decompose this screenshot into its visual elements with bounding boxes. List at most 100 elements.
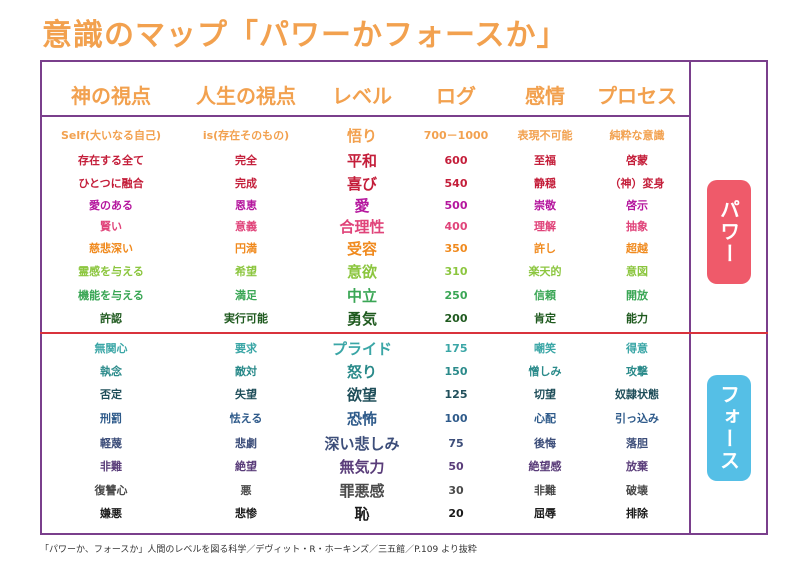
header-log: ログ bbox=[436, 84, 476, 108]
life-view-cell: 絶望 bbox=[235, 460, 257, 473]
emotion-cell: 憎しみ bbox=[528, 365, 562, 378]
emotion-cell: 理解 bbox=[534, 220, 556, 233]
process-cell: 啓蒙 bbox=[626, 154, 648, 167]
god-view-cell: 復讐心 bbox=[94, 484, 128, 497]
log-cell: 500 bbox=[444, 199, 468, 212]
header-life-view: 人生の視点 bbox=[196, 84, 296, 108]
emotion-cell: 至福 bbox=[534, 154, 556, 167]
process-cell: 得意 bbox=[626, 342, 648, 355]
level-cell: 平和 bbox=[346, 152, 378, 170]
process-cell: 排除 bbox=[626, 507, 648, 520]
process-cell: 抽象 bbox=[626, 220, 648, 233]
emotion-cell: 嘲笑 bbox=[534, 342, 556, 355]
life-view-cell: 恩恵 bbox=[235, 199, 257, 212]
god-view-cell: ひとつに融合 bbox=[78, 177, 144, 190]
force-badge: フォース bbox=[707, 375, 751, 481]
god-view-cell: 霊感を与える bbox=[78, 265, 144, 278]
table-row: 執念 敵対 怒り 150 憎しみ 攻撃 bbox=[0, 361, 800, 383]
emotion-cell: 肯定 bbox=[534, 312, 556, 325]
log-cell: 150 bbox=[444, 365, 468, 378]
life-view-cell: 要求 bbox=[235, 342, 257, 355]
god-view-cell: 否定 bbox=[100, 388, 122, 401]
table-row: 機能を与える 満足 中立 250 信頼 開放 bbox=[0, 285, 800, 307]
god-view-cell: 嫌悪 bbox=[100, 507, 122, 520]
table-row: 賢い 意義 合理性 400 理解 抽象 bbox=[0, 216, 800, 238]
table-row: 無関心 要求 プライド 175 嘲笑 得意 bbox=[0, 338, 800, 360]
table-row: 否定 失望 欲望 125 切望 奴隷状態 bbox=[0, 384, 800, 406]
life-view-cell: 失望 bbox=[235, 388, 257, 401]
table-row: 非難 絶望 無気力 50 絶望感 放棄 bbox=[0, 456, 800, 478]
emotion-cell: 屈辱 bbox=[534, 507, 556, 520]
emotion-cell: 非難 bbox=[534, 484, 556, 497]
log-cell: 175 bbox=[444, 342, 468, 355]
badge-column-divider bbox=[689, 60, 691, 535]
god-view-cell: 賢い bbox=[100, 220, 122, 233]
life-view-cell: 怯える bbox=[229, 412, 263, 425]
log-cell: 350 bbox=[444, 242, 468, 255]
emotion-cell: 絶望感 bbox=[528, 460, 562, 473]
power-force-divider bbox=[40, 332, 768, 334]
log-cell: 100 bbox=[444, 412, 468, 425]
life-view-cell: is(存在そのもの) bbox=[202, 129, 290, 142]
page-title: 意識のマップ「パワーかフォースか」 bbox=[42, 18, 568, 53]
table-row: Self(大いなる自己) is(存在そのもの) 悟り 700－1000 表現不可能 純粋な… bbox=[0, 125, 800, 147]
log-cell: 540 bbox=[444, 177, 468, 190]
log-cell: 20 bbox=[448, 507, 464, 520]
god-view-cell: 刑罰 bbox=[100, 412, 122, 425]
process-cell: 開放 bbox=[626, 289, 648, 302]
log-cell: 75 bbox=[448, 437, 464, 450]
table-row: 愛のある 恩恵 愛 500 崇敬 啓示 bbox=[0, 195, 800, 217]
level-cell: 喜び bbox=[346, 175, 378, 193]
table-row: 嫌悪 悲惨 恥 20 屈辱 排除 bbox=[0, 503, 800, 525]
emotion-cell: 表現不可能 bbox=[517, 129, 573, 142]
log-cell: 400 bbox=[444, 220, 468, 233]
process-cell: 純粋な意識 bbox=[609, 129, 665, 142]
life-view-cell: 完全 bbox=[235, 154, 257, 167]
process-cell: （神）変身 bbox=[609, 177, 665, 190]
level-cell: 悟り bbox=[346, 127, 378, 145]
log-cell: 50 bbox=[448, 460, 464, 473]
life-view-cell: 満足 bbox=[235, 289, 257, 302]
god-view-cell: 無関心 bbox=[94, 342, 128, 355]
table-row: 軽蔑 悲劇 深い悲しみ 75 後悔 落胆 bbox=[0, 433, 800, 455]
header-god-view: 神の視点 bbox=[71, 84, 151, 108]
level-cell: 意欲 bbox=[346, 263, 378, 281]
log-cell: 700－1000 bbox=[423, 129, 489, 142]
level-cell: 愛 bbox=[354, 197, 370, 215]
level-cell: 合理性 bbox=[339, 218, 385, 236]
god-view-cell: 慈悲深い bbox=[89, 242, 133, 255]
process-cell: 啓示 bbox=[626, 199, 648, 212]
life-view-cell: 悲劇 bbox=[235, 437, 257, 450]
god-view-cell: Self(大いなる自己) bbox=[61, 129, 161, 142]
life-view-cell: 希望 bbox=[235, 265, 257, 278]
header-emotion: 感情 bbox=[525, 84, 565, 108]
emotion-cell: 後悔 bbox=[534, 437, 556, 450]
emotion-cell: 信頼 bbox=[534, 289, 556, 302]
level-cell: 無気力 bbox=[339, 458, 385, 476]
emotion-cell: 楽天的 bbox=[528, 265, 562, 278]
level-cell: 恐怖 bbox=[346, 410, 378, 428]
level-cell: 怒り bbox=[346, 363, 378, 381]
process-cell: 落胆 bbox=[626, 437, 648, 450]
emotion-cell: 崇敬 bbox=[534, 199, 556, 212]
table-row: ひとつに融合 完成 喜び 540 静穏 （神）変身 bbox=[0, 173, 800, 195]
process-cell: 攻撃 bbox=[626, 365, 648, 378]
emotion-cell: 許し bbox=[534, 242, 556, 255]
table-row: 刑罰 怯える 恐怖 100 心配 引っ込み bbox=[0, 408, 800, 430]
level-cell: 中立 bbox=[346, 287, 378, 305]
table-row: 許認 実行可能 勇気 200 肯定 能力 bbox=[0, 308, 800, 330]
log-cell: 125 bbox=[444, 388, 468, 401]
god-view-cell: 機能を与える bbox=[78, 289, 144, 302]
process-cell: 奴隷状態 bbox=[615, 388, 659, 401]
life-view-cell: 悪 bbox=[240, 484, 252, 497]
level-cell: 深い悲しみ bbox=[324, 435, 400, 453]
life-view-cell: 円満 bbox=[235, 242, 257, 255]
header-process: プロセス bbox=[597, 84, 677, 108]
life-view-cell: 敵対 bbox=[235, 365, 257, 378]
god-view-cell: 愛のある bbox=[89, 199, 133, 212]
header-divider bbox=[40, 115, 690, 117]
god-view-cell: 存在する全て bbox=[78, 154, 144, 167]
source-footer: 「パワーか、フォースか」人間のレベルを図る科学／デヴィット・R・ホーキンズ／三五… bbox=[40, 545, 477, 555]
process-cell: 放棄 bbox=[626, 460, 648, 473]
life-view-cell: 悲惨 bbox=[235, 507, 257, 520]
